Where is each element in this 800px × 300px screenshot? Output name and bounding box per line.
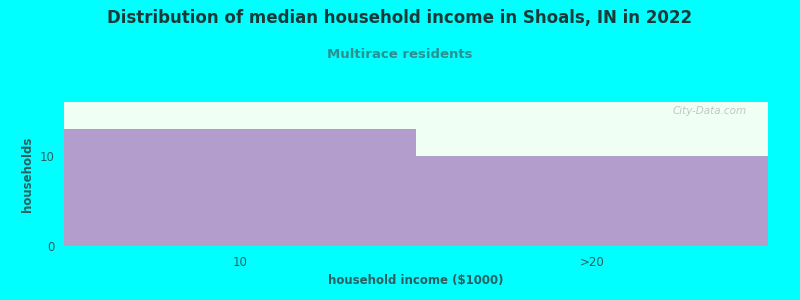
Bar (416, 156, 768, 246)
Text: City-Data.com: City-Data.com (673, 106, 747, 116)
Bar (64, 129, 416, 246)
Y-axis label: households: households (21, 136, 34, 212)
Text: Multirace residents: Multirace residents (327, 48, 473, 61)
Text: Distribution of median household income in Shoals, IN in 2022: Distribution of median household income … (107, 9, 693, 27)
X-axis label: household income ($1000): household income ($1000) (328, 274, 504, 287)
